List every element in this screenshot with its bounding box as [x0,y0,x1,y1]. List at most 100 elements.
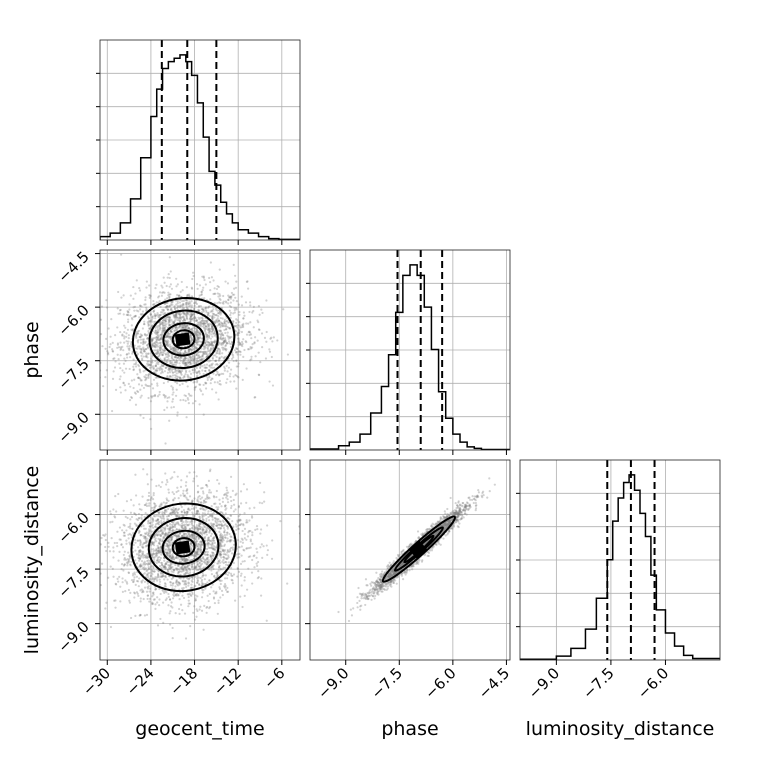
scatter-point [218,520,221,523]
scatter-point [184,583,188,586]
scatter-point [148,597,152,600]
scatter-point [173,509,176,512]
scatter-point [187,327,190,330]
scatter-point [170,566,173,570]
scatter-point [205,353,208,356]
scatter-point [197,336,201,340]
scatter-point [118,362,121,365]
scatter-point [222,553,225,556]
scatter-point [165,306,168,309]
scatter-point [171,576,175,579]
scatter-point [185,582,188,585]
scatter-point [135,579,139,583]
scatter-point [135,523,138,526]
scatter-point [178,301,182,304]
scatter-point [185,557,188,560]
scatter-point [229,342,233,346]
scatter-point [172,591,175,594]
scatter-point [169,304,172,307]
scatter-point [256,551,259,554]
scatter-point [193,360,196,363]
scatter-point [147,352,150,355]
scatter-point [147,559,150,562]
scatter-point [231,579,234,582]
scatter-point [219,383,222,386]
scatter-point [194,584,197,587]
scatter-point [127,382,130,386]
scatter-point [156,345,160,348]
scatter-point [107,327,110,330]
scatter-point [209,528,212,532]
scatter-point [223,340,226,343]
scatter-point [164,343,168,346]
scatter-point [123,557,126,560]
scatter-point [223,321,226,324]
scatter-point [234,324,237,327]
scatter-point [228,550,231,553]
scatter-point [179,324,182,327]
scatter-point [236,348,239,351]
scatter-point [190,547,193,551]
scatter-point [173,308,177,311]
scatter-point [259,532,262,535]
scatter-point [157,515,160,518]
scatter-point [158,511,161,514]
scatter-point [161,353,164,356]
scatter-point [206,338,209,341]
scatter-point [177,294,181,297]
scatter-point [215,522,218,525]
scatter-point [199,323,202,326]
scatter-point [192,381,195,384]
scatter-point [174,315,177,318]
scatter-point [214,332,217,335]
scatter-point [217,517,220,521]
scatter-point [218,552,221,555]
scatter-point [172,321,175,324]
scatter-point [199,605,202,608]
scatter-point [151,517,154,520]
scatter-point [193,514,196,517]
scatter-point [139,350,142,354]
scatter-point [146,333,149,337]
scatter-point [113,366,117,369]
scatter-point [166,552,169,555]
scatter-point [223,320,226,323]
scatter-point [187,398,190,401]
scatter-point [239,540,242,543]
scatter-point [210,557,213,560]
scatter-point [150,344,154,347]
scatter-point [174,314,177,317]
scatter-point [204,333,207,336]
scatter-point [180,519,184,522]
scatter-point [168,512,171,516]
scatter-point [168,320,171,324]
scatter-point [158,327,162,330]
scatter-point [221,348,225,351]
scatter-point [185,568,188,572]
scatter-point [240,304,244,307]
scatter-point [197,529,200,532]
scatter-point [171,346,174,349]
scatter-point [100,543,102,546]
scatter-point [191,580,194,583]
scatter-point [147,498,150,502]
scatter-point [190,566,194,569]
scatter-point [185,364,188,367]
scatter-point [251,311,254,314]
scatter-point [168,335,172,338]
scatter-point [136,389,139,393]
scatter-point [185,298,188,302]
scatter-point [194,512,197,516]
scatter-point [187,302,190,306]
scatter-point [240,572,243,575]
scatter-point [145,541,148,544]
scatter-point [125,353,129,356]
scatter-point [206,333,209,337]
scatter-point [202,372,205,376]
scatter-point [182,580,185,583]
scatter-point [208,369,211,372]
scatter-point [182,319,185,322]
scatter-point [214,340,217,343]
scatter-point [163,321,166,325]
scatter-point [255,524,259,528]
